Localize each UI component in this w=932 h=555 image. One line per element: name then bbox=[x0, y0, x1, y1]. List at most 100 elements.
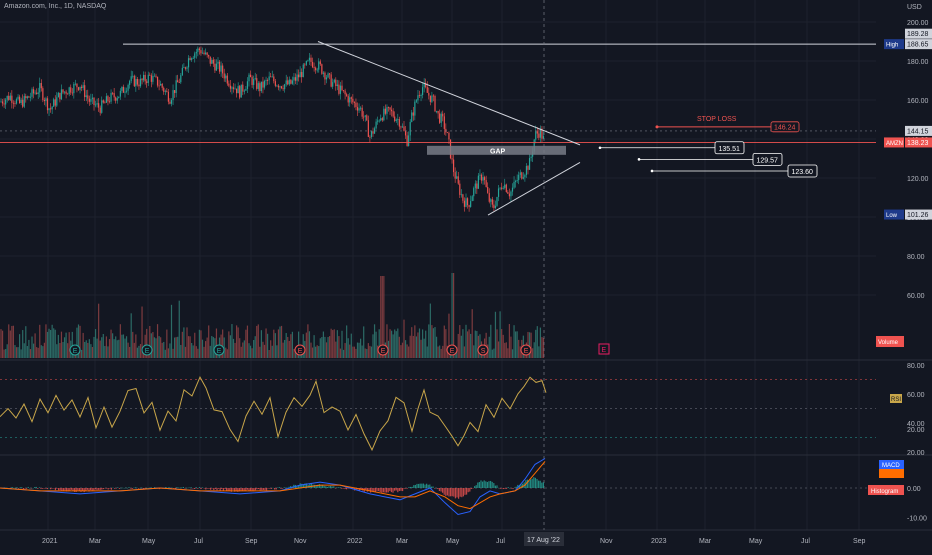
candle-body bbox=[23, 96, 25, 107]
volume-bar bbox=[203, 346, 205, 358]
candle-body bbox=[85, 95, 87, 98]
candle-body bbox=[203, 52, 205, 55]
macd-tick-label: 20.00 bbox=[907, 427, 925, 434]
candle-body bbox=[122, 86, 125, 93]
candle-body bbox=[268, 76, 270, 81]
volume-bar bbox=[485, 332, 487, 358]
volume-bar bbox=[6, 344, 8, 358]
volume-bar bbox=[471, 309, 473, 358]
candle-body bbox=[418, 95, 421, 97]
macd-line bbox=[0, 458, 546, 516]
candle-body bbox=[161, 83, 163, 88]
macd-histogram-bar bbox=[326, 486, 328, 488]
volume-bar bbox=[466, 331, 469, 358]
axis-tag-label: High bbox=[886, 43, 898, 49]
macd-tag-bg bbox=[879, 460, 904, 469]
macd-histogram-bar bbox=[418, 483, 420, 488]
macd-histogram-bar bbox=[288, 486, 290, 488]
macd-histogram-bar bbox=[117, 487, 119, 488]
volume-bar bbox=[510, 336, 512, 358]
candle-body bbox=[482, 177, 484, 181]
candle-body bbox=[174, 90, 176, 93]
volume-bar bbox=[318, 346, 320, 358]
macd-histogram-bar bbox=[347, 488, 349, 489]
macd-histogram-bar bbox=[254, 488, 256, 491]
macd-histogram-bar bbox=[331, 486, 333, 488]
macd-histogram-bar bbox=[402, 488, 404, 492]
candle-body bbox=[515, 180, 517, 182]
volume-bar bbox=[284, 339, 286, 358]
macd-histogram-bar bbox=[365, 488, 367, 491]
volume-bar bbox=[23, 343, 25, 358]
volume-bar bbox=[477, 335, 479, 358]
target-dot bbox=[598, 146, 602, 150]
volume-bar bbox=[201, 339, 204, 358]
macd-histogram-bar bbox=[141, 487, 143, 489]
signal-tag-bg bbox=[879, 469, 904, 478]
candle-body bbox=[259, 83, 261, 92]
candle-body bbox=[307, 60, 309, 62]
candle-body bbox=[28, 96, 30, 98]
volume-bar bbox=[386, 324, 388, 358]
macd-histogram-bar bbox=[213, 488, 215, 491]
candle-body bbox=[499, 187, 501, 189]
volume-bar bbox=[276, 345, 278, 358]
candle-body bbox=[504, 184, 506, 188]
gap-box bbox=[427, 145, 566, 155]
candle-body bbox=[372, 131, 374, 134]
candle-body bbox=[296, 74, 298, 81]
candle-body bbox=[19, 96, 21, 104]
volume-bar bbox=[377, 345, 379, 358]
candle-body bbox=[496, 196, 498, 206]
candle-body bbox=[225, 75, 227, 79]
candle-body bbox=[189, 58, 191, 60]
volume-tag bbox=[876, 336, 904, 347]
earnings-marker bbox=[69, 344, 81, 356]
candle-body bbox=[192, 57, 194, 59]
candle-body bbox=[112, 92, 114, 94]
volume-bar bbox=[259, 346, 261, 358]
candle-body bbox=[71, 92, 73, 94]
volume-bar bbox=[161, 342, 163, 358]
volume-bar bbox=[463, 346, 466, 358]
macd-histogram-bar bbox=[379, 488, 381, 492]
candle-body bbox=[437, 110, 439, 114]
volume-bar bbox=[105, 336, 107, 358]
macd-histogram-bar bbox=[421, 483, 423, 488]
candle-body bbox=[5, 99, 7, 105]
stop-loss-label: STOP LOSS bbox=[697, 116, 737, 123]
volume-bar bbox=[431, 325, 433, 358]
macd-histogram-bar bbox=[336, 487, 338, 488]
macd-histogram-bar bbox=[384, 488, 386, 493]
candle-body bbox=[466, 198, 469, 206]
volume-bar bbox=[457, 333, 459, 358]
volume-bar bbox=[329, 336, 331, 358]
macd-histogram-bar bbox=[56, 488, 58, 489]
volume-bar bbox=[308, 331, 311, 358]
volume-bar bbox=[470, 333, 472, 358]
volume-bar bbox=[245, 329, 247, 358]
macd-histogram-bar bbox=[214, 488, 216, 489]
candle-body bbox=[395, 119, 397, 121]
candle-body bbox=[132, 75, 134, 77]
volume-bar bbox=[346, 325, 348, 358]
candle-body bbox=[279, 86, 281, 88]
volume-bar bbox=[50, 330, 52, 358]
volume-bar bbox=[141, 306, 143, 358]
volume-bar bbox=[164, 349, 166, 358]
volume-bar bbox=[321, 337, 323, 358]
price-tick-label: 180.00 bbox=[907, 59, 929, 66]
candle-body bbox=[392, 111, 394, 117]
candle-body bbox=[147, 74, 149, 83]
macd-histogram-bar bbox=[138, 488, 140, 489]
volume-bar bbox=[349, 344, 351, 358]
candle-body bbox=[160, 83, 162, 86]
macd-histogram-bar bbox=[446, 488, 448, 496]
macd-histogram-bar bbox=[51, 488, 53, 489]
earnings-marker-text: E bbox=[524, 348, 529, 355]
macd-histogram-bar bbox=[224, 488, 226, 490]
volume-bar bbox=[206, 337, 208, 358]
macd-histogram-bar bbox=[509, 487, 511, 489]
candle-body bbox=[471, 196, 473, 202]
